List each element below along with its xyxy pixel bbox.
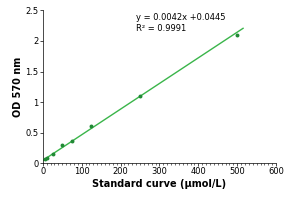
Y-axis label: OD 570 nm: OD 570 nm [13,57,23,117]
Point [60,143,65,146]
Point [235,33,239,36]
Point [70,140,74,143]
Point [89,125,94,128]
Text: y = 0.0042x +0.0445
R² = 0.9991: y = 0.0042x +0.0445 R² = 0.9991 [136,13,226,33]
Point [138,94,142,98]
Point [50,152,55,156]
Point [42,158,47,161]
X-axis label: Standard curve (µmol/L): Standard curve (µmol/L) [93,179,226,189]
Point [45,156,49,159]
